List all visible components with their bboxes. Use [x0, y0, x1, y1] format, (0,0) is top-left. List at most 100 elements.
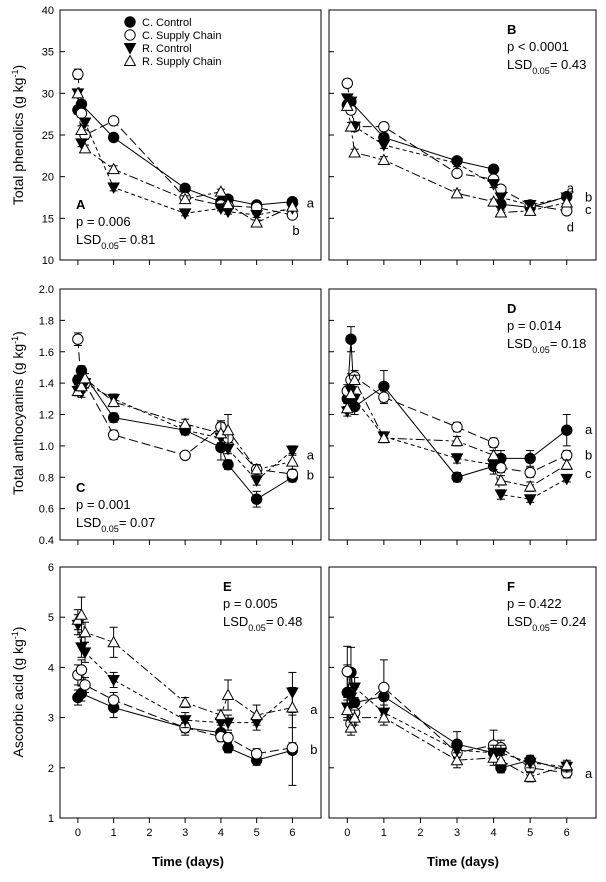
point-rc [377, 140, 391, 152]
panel-f: 0 1 2 3 4 5 6 a Fp = 0.422 LSD0.05= 0.24 [328, 566, 597, 839]
lsd-value: LSD0.05= 0.24 [507, 614, 586, 633]
point-rs [450, 434, 464, 447]
significance-letter: b [292, 223, 299, 238]
legend-label-cc: C. Control [142, 17, 192, 29]
panel-a: 10 15 20 25 30 35 40 ab Ap = 0.006 LSD0.05= 0.81 [42, 5, 322, 267]
point-cs [107, 429, 120, 441]
point-rs [560, 758, 574, 771]
point-cs [250, 748, 263, 760]
point-rs [250, 462, 263, 475]
point-rc [286, 445, 299, 458]
point-cc [451, 471, 463, 483]
y-tick-label: 0.4 [39, 535, 54, 547]
point-cc [107, 131, 120, 144]
point-rs [221, 197, 235, 210]
point-rs [75, 379, 88, 392]
legend-marker-cs [124, 29, 136, 41]
point-rs [344, 387, 358, 400]
y-tick-label: 6 [48, 562, 54, 574]
point-rs [494, 205, 508, 218]
panel-e: 1 2 3 4 5 6 0 1 2 3 4 5 6 a b Ep = 0.005 LSD0.05= 0.48 [48, 562, 322, 839]
significance-letter: a [307, 447, 315, 462]
point-rs [450, 186, 464, 199]
panel-letter: C [76, 480, 86, 495]
legend-marker-rc [123, 43, 137, 55]
y-tick-label: 4 [48, 662, 54, 674]
point-cs [378, 681, 390, 694]
x-tick-label: 2 [417, 827, 423, 839]
point-cc [524, 452, 536, 465]
point-rc [523, 757, 537, 770]
point-cc [378, 380, 390, 392]
significance-letter: a [307, 195, 315, 210]
point-cs [378, 391, 390, 403]
point-rc [494, 192, 508, 205]
point-cs [79, 679, 91, 691]
xlabel-left: Time (days) [152, 854, 224, 869]
panel-letter: D [507, 301, 516, 316]
panel-letter: F [507, 579, 515, 594]
point-rc [107, 182, 120, 195]
point-rs [523, 770, 537, 782]
lsd-value: LSD0.05= 0.43 [507, 57, 586, 76]
point-rs [344, 721, 358, 733]
y-tick-label: 40 [42, 5, 54, 17]
point-cc [487, 163, 500, 175]
point-rs [78, 625, 92, 638]
point-cs [378, 120, 390, 133]
legend-label-rc: R. Control [142, 43, 192, 55]
point-cs [495, 462, 507, 474]
point-cs [286, 742, 299, 754]
point-cs [72, 68, 84, 80]
significance-letter: c [585, 466, 592, 481]
point-rs [494, 473, 508, 486]
point-cs [487, 437, 500, 449]
point-rs [348, 145, 361, 158]
y-tick-label: 20 [42, 172, 54, 184]
point-cc [222, 742, 234, 754]
point-rs [221, 688, 235, 701]
point-rc [450, 158, 464, 170]
point-rs [487, 751, 500, 763]
y-tick-label: 5 [48, 612, 54, 624]
point-rs [214, 185, 228, 197]
x-tick-label: 0 [75, 827, 81, 839]
lsd-value: LSD0.05= 0.07 [76, 515, 155, 534]
point-rc [494, 489, 508, 502]
y-tick-label: 15 [42, 213, 54, 225]
y-tick-label: 1.2 [39, 410, 54, 422]
point-cc [345, 333, 357, 345]
p-value: p = 0.422 [507, 596, 562, 611]
point-rc [221, 717, 235, 730]
panel-letter: E [223, 579, 232, 594]
point-rs [523, 204, 537, 216]
point-rc [450, 453, 464, 465]
x-tick-label: 5 [527, 827, 533, 839]
ylabel-phenolics: Total phenolics (g kg-1) [10, 65, 26, 205]
panel-c: 0.4 0.6 0.8 1.0 1.2 1.4 1.6 1.8 2.0 ab Cp = 0.001 L… [39, 284, 322, 547]
p-value: p = 0.001 [76, 497, 131, 512]
point-cc [107, 411, 120, 424]
point-rs [487, 448, 500, 461]
point-rs [377, 153, 391, 165]
point-rs [78, 141, 92, 154]
significance-letter: b [585, 190, 592, 205]
p-value: p = 0.005 [223, 596, 278, 611]
ylabel-ascorbic: Ascorbic acid (g kg-1) [10, 627, 26, 758]
point-cs [107, 115, 120, 127]
point-cc [561, 424, 573, 436]
point-rc [78, 647, 92, 659]
significance-letter: b [585, 447, 592, 462]
y-tick-label: 1.6 [39, 347, 54, 359]
point-cs [75, 664, 88, 676]
panel-e-frame [59, 566, 322, 819]
legend-label-cs: C. Supply Chain [142, 30, 222, 42]
point-cc [250, 493, 263, 505]
point-cc [222, 459, 234, 471]
point-cs [286, 468, 299, 480]
y-tick-label: 1 [48, 813, 54, 825]
